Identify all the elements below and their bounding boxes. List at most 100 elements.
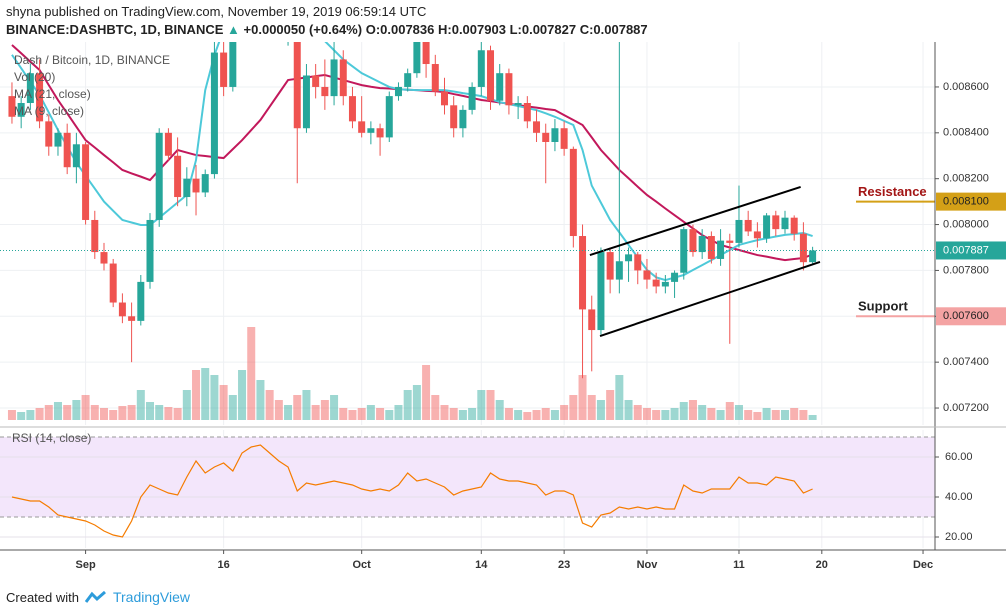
volume-bar — [587, 395, 596, 420]
y-tick-label: 0.008600 — [943, 81, 989, 93]
volume-bar — [81, 395, 90, 420]
volume-bar — [698, 405, 707, 420]
candle-body — [597, 252, 605, 331]
volume-bar — [330, 395, 339, 420]
y-tick-label: 0.008000 — [943, 218, 989, 230]
candle-body — [192, 178, 200, 193]
volume-bar — [606, 390, 615, 420]
candle-body — [302, 75, 310, 129]
candle-body — [422, 42, 430, 65]
candle-body — [229, 42, 237, 87]
x-tick-label: Oct — [352, 559, 371, 571]
change: +0.000050 (+0.64%) — [243, 22, 363, 37]
volume-bar — [26, 410, 35, 420]
rsi-band — [0, 437, 935, 517]
brand: TradingView — [112, 589, 191, 605]
candle-body — [744, 219, 752, 232]
rsi-tick-label: 60.00 — [945, 451, 973, 463]
volume-bar — [725, 402, 734, 420]
volume-bar — [35, 408, 44, 420]
volume-bar — [72, 400, 81, 420]
ohlc-high: H:0.007903 — [438, 22, 506, 37]
volume-bar — [311, 405, 320, 420]
candle-body — [293, 42, 301, 129]
volume-bar — [468, 408, 477, 420]
volume-bar — [560, 405, 569, 420]
candle-body — [809, 250, 817, 263]
candle-body — [569, 148, 577, 237]
volume-bar — [7, 410, 16, 420]
candle-body — [661, 281, 669, 287]
volume-bar — [753, 412, 762, 420]
candle-body — [634, 254, 642, 271]
resistance-box — [936, 192, 1006, 211]
candle-body — [128, 316, 136, 321]
legend-title: Dash / Bitcoin, 1D, BINANCE — [14, 53, 170, 67]
volume-bar — [284, 405, 293, 420]
volume-bar — [550, 410, 559, 420]
volume-bar — [219, 385, 228, 420]
created-with: Created with — [6, 589, 79, 605]
candle-body — [487, 50, 495, 101]
volume-bar — [615, 375, 624, 420]
x-tick-label: 14 — [475, 559, 488, 571]
candle-body — [330, 59, 338, 97]
volume-bar — [458, 410, 467, 420]
x-tick-label: 20 — [816, 559, 828, 571]
candle-body — [72, 144, 80, 168]
x-tick-label: 16 — [218, 559, 230, 571]
candle-body — [588, 309, 596, 331]
candle-body — [726, 240, 734, 243]
volume-bar — [440, 405, 449, 420]
volume-bar — [431, 395, 440, 420]
volume-bar — [661, 410, 670, 420]
volume-bar — [449, 408, 458, 420]
candle-body — [533, 121, 541, 133]
ohlc-low: L:0.007827 — [509, 22, 577, 37]
volume-bar — [412, 385, 421, 420]
legend-ma21: MA (21, close) — [14, 87, 91, 101]
volume-bar — [707, 408, 716, 420]
x-tick-label: Dec — [913, 559, 933, 571]
volume-bar — [293, 395, 302, 420]
volume-bar — [173, 408, 182, 420]
volume-bar — [127, 405, 136, 420]
volume-bar — [366, 405, 375, 420]
volume-bar — [744, 410, 753, 420]
candle-body — [781, 217, 789, 230]
rsi-tick-label: 20.00 — [945, 531, 973, 543]
y-tick-label: 0.008200 — [943, 173, 989, 185]
ohlc-open: O:0.007836 — [365, 22, 435, 37]
rsi-tick-label: 40.00 — [945, 491, 973, 503]
candle-body — [358, 121, 366, 133]
candle-body — [183, 178, 191, 198]
volume-bar — [808, 415, 817, 420]
volume-bar — [642, 408, 651, 420]
candle-body — [36, 73, 44, 122]
volume-bar — [504, 408, 513, 420]
y-tick-label: 0.007800 — [943, 264, 989, 276]
volume-bar — [790, 408, 799, 420]
x-tick-label: 23 — [558, 559, 570, 571]
volume-bar — [357, 408, 366, 420]
volume-bar — [762, 408, 771, 420]
candle-body — [431, 64, 439, 92]
support-box — [936, 307, 1006, 326]
volume-bar — [90, 405, 99, 420]
up-arrow: ▲ — [227, 22, 240, 37]
legend-ma9: MA (9, close) — [14, 104, 84, 118]
volume-bar — [578, 375, 587, 420]
y-tick-label: 0.007200 — [943, 402, 989, 414]
volume-bar — [633, 405, 642, 420]
candle-body — [404, 73, 412, 87]
candle-body — [468, 86, 476, 110]
trend-line — [589, 185, 801, 257]
volume-bar — [182, 390, 191, 420]
volume-bar — [670, 408, 679, 420]
candle-body — [707, 236, 715, 259]
price-pane — [0, 42, 935, 425]
candle-body — [698, 236, 706, 253]
candle-body — [45, 121, 53, 147]
volume-bar — [238, 370, 247, 420]
